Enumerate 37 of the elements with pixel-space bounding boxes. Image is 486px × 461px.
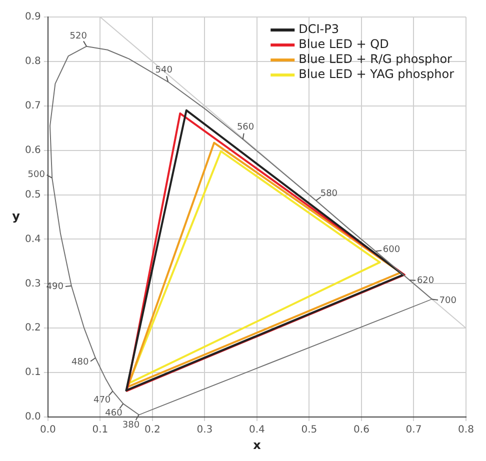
annotation: 470: [93, 396, 111, 406]
x-tick-label: 0.4: [249, 424, 265, 436]
y-tick-label: 0.7: [24, 100, 41, 112]
annotation: 460: [105, 408, 123, 419]
y-tick-label: 0.0: [24, 412, 41, 423]
annotation: 580: [320, 188, 338, 199]
x-tick-label: 0.0: [40, 424, 56, 436]
y-tick-label: 0.6: [24, 144, 41, 156]
x-tick-label: 0.1: [92, 424, 108, 436]
y-tick-label: 0.3: [24, 278, 41, 290]
legend-label: Blue LED + R/G phosphor: [298, 52, 452, 66]
annotation: 500: [28, 170, 46, 180]
y-tick-label: 0.4: [24, 234, 41, 245]
x-tick-label: 0.6: [354, 424, 370, 436]
x-tick-label: 0.2: [144, 424, 160, 436]
y-axis-title: y: [12, 209, 20, 224]
legend-label: Blue LED + YAG phosphor: [298, 67, 454, 82]
y-tick-label: 0.5: [24, 189, 41, 200]
x-tick-label: 0.7: [406, 424, 422, 436]
annotation: 540: [155, 66, 173, 76]
annotation: 700: [439, 296, 457, 306]
x-tick-label: 0.5: [301, 424, 318, 436]
x-tick-label: 0.3: [196, 424, 213, 436]
annotation: 380: [122, 420, 140, 431]
x-axis-title: x: [253, 438, 262, 452]
legend-label: DCI-P3: [298, 22, 339, 36]
x-tick-label: 0.8: [458, 424, 474, 436]
annotation: 520: [70, 31, 88, 42]
legend-label: Blue LED + QD: [298, 37, 389, 52]
annotation: 600: [382, 245, 400, 256]
annotation: 560: [236, 122, 254, 133]
y-tick-label: 0.1: [24, 367, 41, 378]
annotation: 480: [72, 357, 89, 368]
y-tick-label: 0.8: [24, 56, 41, 68]
y-tick-label: 0.2: [24, 322, 41, 334]
annotation: 620: [416, 276, 434, 286]
y-tick-label: 0.9: [24, 12, 41, 23]
